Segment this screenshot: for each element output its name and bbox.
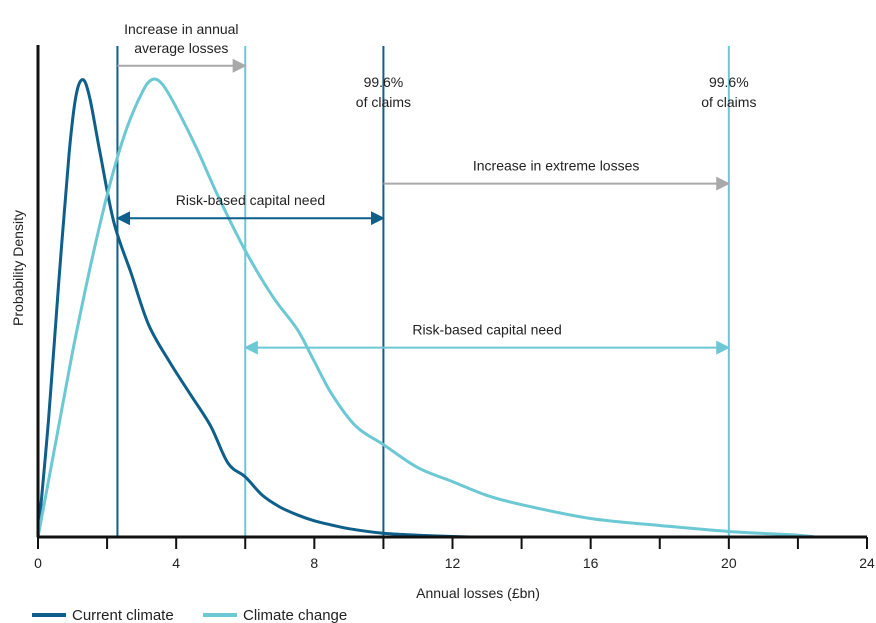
- annotation-label-1-line1: Increase in annual: [124, 21, 238, 37]
- x-axis-title: Annual losses (£bn): [416, 585, 540, 601]
- x-tick-label-0: 0: [34, 555, 42, 571]
- x-tick-label-4: 4: [172, 555, 180, 571]
- series-line-current-climate: [36, 78, 472, 539]
- series-line-climate-change: [36, 77, 817, 539]
- y-axis-title: Probability Density: [10, 210, 26, 326]
- legend: Current climate Climate change: [32, 607, 347, 623]
- x-tick-label-20: 20: [721, 555, 737, 571]
- x-tick-label-8: 8: [310, 555, 318, 571]
- legend-label-current-climate: Current climate: [72, 607, 174, 623]
- x-tick-label-12: 12: [445, 555, 461, 571]
- reference-line-3-label-line1: 99.6%: [364, 74, 404, 90]
- reference-line-4-label-line2: of claims: [701, 94, 756, 110]
- annotation-label-1-line2: average losses: [134, 40, 228, 56]
- x-tick-label-24: 24: [859, 555, 875, 571]
- reference-line-4-label-line1: 99.6%: [709, 74, 749, 90]
- legend-label-climate-change: Climate change: [243, 607, 347, 623]
- reference-line-3-label-line2: of claims: [356, 94, 411, 110]
- annotation-label-4: Risk-based capital need: [412, 322, 561, 338]
- x-tick-label-16: 16: [583, 555, 599, 571]
- annotation-label-3: Risk-based capital need: [176, 192, 325, 208]
- annotation-label-2: Increase in extreme losses: [473, 158, 640, 174]
